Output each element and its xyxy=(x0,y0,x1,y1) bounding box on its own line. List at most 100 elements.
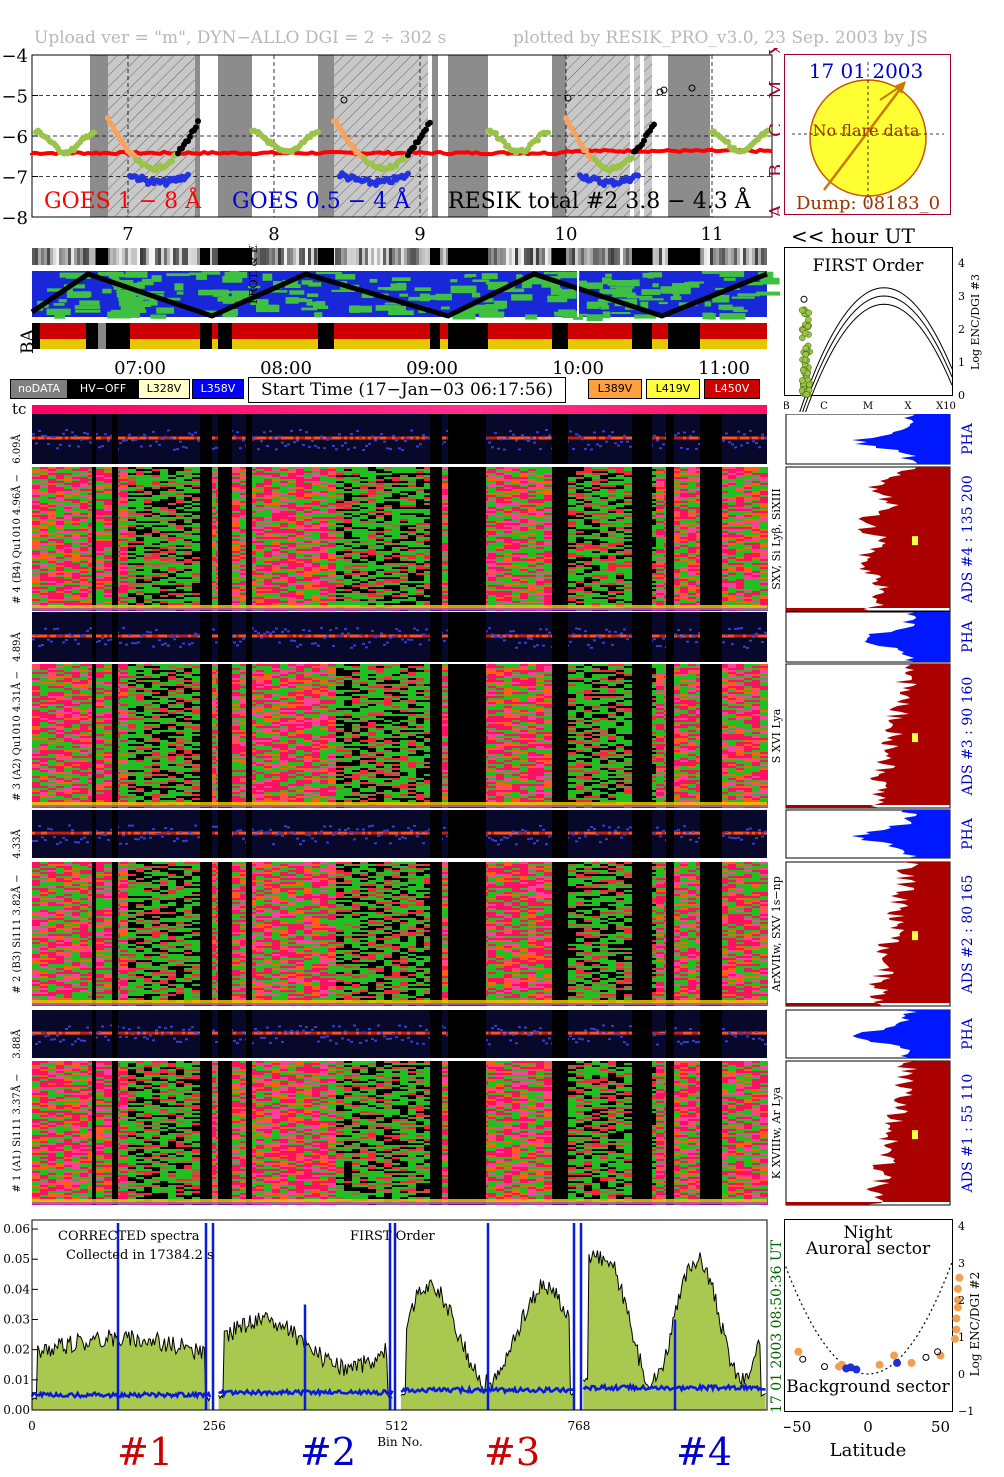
time-label: 09:00 xyxy=(406,358,458,379)
spectrum-channel-label: #2 xyxy=(300,1430,356,1474)
spectrum-xtick: 512 xyxy=(385,1419,408,1433)
latitude-xtick: 50 xyxy=(931,1418,950,1436)
latitude-trend xyxy=(784,1261,953,1375)
legend-chip: L358V xyxy=(192,379,244,399)
latitude-panel: Night Auroral sector Background sector 4… xyxy=(784,1219,982,1461)
pha-wavelength-label: 4.89Å xyxy=(11,631,23,661)
latitude-xtick: 0 xyxy=(863,1418,873,1436)
spectrum-ytick: 0.02 xyxy=(3,1343,30,1357)
channel-label: # 3 (A2) Qu1010 4.31Å − xyxy=(11,671,23,801)
legend-chip: L419V xyxy=(646,379,700,399)
first-order-ylabel: Log ENC/DGI #3 xyxy=(969,274,982,370)
first-order-xtick: M xyxy=(863,401,873,412)
auroral-point xyxy=(953,1284,962,1293)
header-plot-info: plotted by RESIK_PRO_v3.0, 23 Sep. 2003 … xyxy=(513,28,928,48)
goes-class-label: C xyxy=(766,123,780,137)
auroral-point xyxy=(951,1334,959,1343)
background-line xyxy=(30,1390,212,1400)
goes-hour-label: 7 xyxy=(122,224,133,245)
spectrum-ytick: 0.04 xyxy=(3,1282,30,1296)
goes-ytick: −5 xyxy=(1,87,28,108)
goes-hour-label: 11 xyxy=(701,224,724,245)
background-label: Background sector xyxy=(786,1377,950,1397)
ads-label: ADS #3 : 90 160 xyxy=(960,677,976,797)
goes-1-8-curve xyxy=(30,147,773,157)
header-upload-info: Upload ver = "m", DYN−ALLO DGI = 2 ÷ 302… xyxy=(34,28,446,48)
first-order-ytick: 2 xyxy=(958,323,965,336)
pha-label: PHA xyxy=(960,620,976,653)
spectrum-channel-label: #4 xyxy=(676,1430,732,1474)
pha-label: PHA xyxy=(960,817,976,850)
sun-status: No flare data xyxy=(813,121,920,140)
tc-strip xyxy=(32,405,767,415)
time-label: 11:00 xyxy=(698,358,750,379)
spectrum-fill xyxy=(400,1279,575,1410)
channel-lines-label: SXV, Si Lyβ, SiXIII xyxy=(770,488,783,590)
first-order-ytick: 1 xyxy=(958,356,965,369)
spectrum-line xyxy=(31,1329,211,1402)
time-label: 10:00 xyxy=(552,358,604,379)
ads-label: ADS #4 : 135 200 xyxy=(960,475,976,604)
goes-hour-label: 8 xyxy=(268,224,279,245)
first-order-curve xyxy=(802,295,953,412)
tc-label: tc xyxy=(12,400,26,418)
bin-no-label: Bin No. xyxy=(377,1435,423,1449)
first-order-title: FIRST Order xyxy=(813,256,925,276)
status-strips: PROT. & EL BA HV 07:00 08:00 09:00 10:00 11:… xyxy=(18,244,780,379)
legend-goes-1-8: GOES 1 − 8 Å xyxy=(44,186,202,214)
pha-wavelength-label: 3.88Å xyxy=(11,1028,23,1058)
ads-label: ADS #2 : 80 165 xyxy=(960,875,976,995)
channel-lines-label: S XVI Lya xyxy=(770,708,783,763)
first-order-curve xyxy=(799,287,953,412)
spectrogram-channels: # 4 (B4) Qu1010 4.96Å − 6.09Å SXV, Si Lyβ,… xyxy=(11,414,976,1206)
pha-wavelength-label: 6.09Å xyxy=(11,433,23,463)
goes-class-label: A xyxy=(766,204,780,219)
goes-class-label: M xyxy=(766,80,780,98)
auroral-point xyxy=(952,1325,961,1334)
legend-chip: L450V xyxy=(704,379,760,399)
first-order-xtick: B xyxy=(784,401,790,412)
spectrum-time-label: 17 01 2003 08:50:36 UT xyxy=(769,1239,785,1413)
legend-chip: L328V xyxy=(138,379,190,399)
corrected-spectrum-panel: 0.060.050.040.030.020.010.00 0 256 512 768 … xyxy=(3,1219,785,1474)
auroral-point xyxy=(875,1360,884,1369)
time-label: 08:00 xyxy=(260,358,312,379)
goes-class-label: X xyxy=(766,48,780,55)
legend-chip: L389V xyxy=(588,379,642,399)
goes-lightcurve-panel: −4 −5 −6 −7 −8 X M C B A GOES 1 − 8 Å GOES 0.5 −… xyxy=(1,48,780,245)
auroral-point xyxy=(794,1347,803,1356)
channel-lines-label: K XVIIIw, Ar Lya xyxy=(770,1086,783,1179)
latitude-ytick: 2 xyxy=(958,1294,965,1307)
spectrum-ytick: 0.00 xyxy=(3,1403,30,1417)
hv-legend: noDATA HV−OFF L328V L358V L389V L419V L450V xyxy=(10,377,780,401)
hv-label: HV xyxy=(779,320,780,348)
first-order-ytick: 4 xyxy=(958,257,965,270)
spectrum-channel-label: #3 xyxy=(484,1430,540,1474)
channel-lines-label: ArXVIIw, SXV 1s−np xyxy=(770,876,783,993)
spectrum-first-order-label: FIRST Order xyxy=(350,1229,436,1244)
spectrum-ytick: 0.01 xyxy=(3,1373,30,1387)
sun-dump: Dump: 08183_0 xyxy=(796,193,940,214)
latitude-ytick: 0 xyxy=(958,1368,965,1381)
channel-label: # 4 (B4) Qu1010 4.96Å − xyxy=(11,474,23,604)
legend-goes-05-4: GOES 0.5 − 4 Å xyxy=(232,186,411,214)
spectrum-xtick: 0 xyxy=(28,1419,36,1433)
first-order-xtick: X10 xyxy=(936,401,956,412)
latitude-ytick: 3 xyxy=(958,1257,965,1270)
channel-label: # 2 (B3) Si111 3.82Å − xyxy=(11,874,23,993)
latitude-ytick: 1 xyxy=(958,1331,965,1344)
orbit-track xyxy=(30,271,768,319)
solar-disk-panel: 17 01 2003 No flare data Dump: 08183_0 xyxy=(784,54,951,215)
goes-ytick: −4 xyxy=(1,48,28,67)
background-point xyxy=(893,1358,901,1367)
shadow-interval xyxy=(668,55,710,217)
pha-wavelength-label: 4.33Å xyxy=(11,828,23,858)
goes-ytick: −8 xyxy=(1,208,28,229)
spectrum-ytick: 0.06 xyxy=(3,1222,30,1236)
legend-chip: noDATA xyxy=(10,379,68,399)
goes-ytick: −7 xyxy=(1,168,28,189)
legend-resik-total: RESIK total #2 3.8 − 4.3 Å xyxy=(448,186,752,214)
collected-label: Collected in 17384.2 s xyxy=(66,1248,214,1263)
auroral-point xyxy=(955,1273,964,1282)
sun-date: 17 01 2003 xyxy=(809,59,924,83)
